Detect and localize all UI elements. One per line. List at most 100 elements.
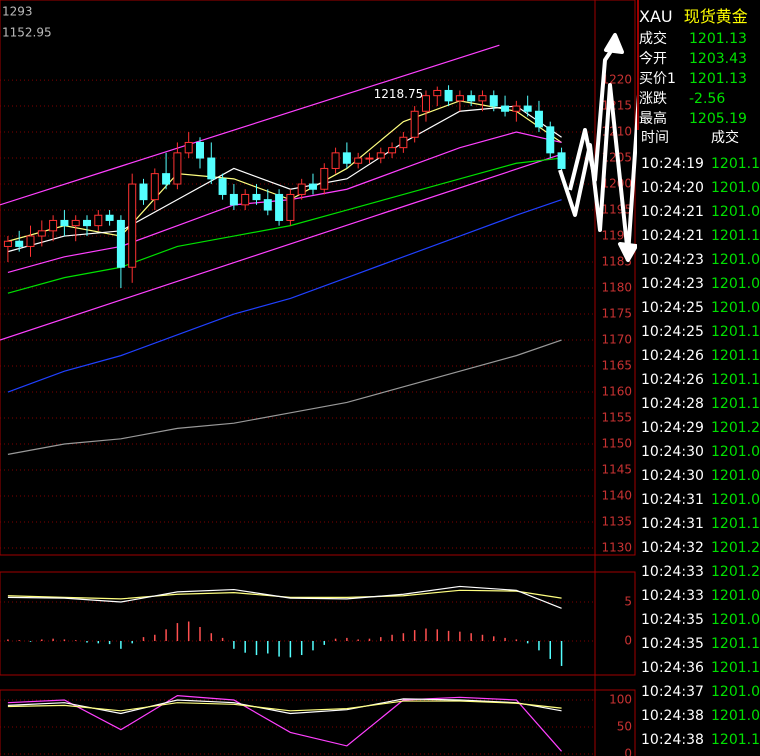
tick-time: 10:24:20	[641, 180, 704, 196]
y-tick-label: 1200	[601, 177, 632, 191]
candle-body	[195, 141, 204, 159]
field-label: 今开	[639, 51, 667, 67]
y-tick-label: 100	[609, 692, 632, 706]
field-value: 1203.43	[689, 51, 747, 67]
y-tick-label: 1160	[601, 385, 632, 399]
top-label: 1293	[2, 5, 33, 19]
candle-body	[252, 193, 261, 201]
tick-time: 10:24:29	[641, 420, 704, 436]
candle-body	[489, 95, 498, 107]
y-tick-label: 1155	[601, 411, 632, 425]
chart-area: 1293 1152.95 1130 1135 1140 1145 1150 1155 116…	[0, 0, 637, 756]
candle-body	[444, 89, 453, 102]
quote-title: XAU 现货黄金	[639, 7, 748, 27]
tick-time: 10:24:25	[641, 324, 704, 340]
tick-row: 10:24:35 1201.13	[639, 634, 760, 654]
tick-time: 10:24:31	[641, 492, 704, 508]
y-tick-label: 1135	[601, 514, 632, 528]
candle-body	[388, 147, 397, 154]
candle-body	[94, 214, 103, 227]
tick-time: 10:24:37	[641, 684, 704, 700]
y-tick-label: 1165	[601, 359, 632, 373]
tick-price: 1201.13	[711, 228, 760, 244]
candle-body	[523, 105, 532, 112]
quote-field: 涨跌 -2.56	[639, 89, 759, 109]
y-tick-label: 1215	[601, 99, 632, 113]
tick-time: 10:24:35	[641, 612, 704, 628]
quote-border	[637, 0, 760, 130]
tick-price: 1201.13	[711, 660, 760, 676]
arrow-head	[618, 242, 637, 262]
tick-row: 10:24:30 1201.03	[639, 466, 760, 486]
tick-row: 10:24:31 1201.13	[639, 514, 760, 534]
tick-row: 10:24:28 1201.13	[639, 394, 760, 414]
y-tick-label: 50	[617, 719, 632, 733]
y-tick-label: 1150	[601, 437, 632, 451]
candle-body	[331, 152, 340, 169]
y-tick-label: 1220	[601, 73, 632, 87]
tick-row: 10:24:26 1201.13	[639, 346, 760, 366]
candle-body	[150, 173, 159, 201]
tick-price: 1201.03	[711, 612, 760, 628]
tick-time: 10:24:23	[641, 276, 704, 292]
macd-panel-border	[0, 571, 636, 676]
tick-price: 1201.03	[711, 684, 760, 700]
field-label: 涨跌	[639, 91, 667, 107]
tick-row: 10:24:32 1201.23	[639, 538, 760, 558]
candle-body	[105, 214, 114, 221]
candle-body	[49, 219, 58, 232]
tick-price: 1201.13	[711, 372, 760, 388]
tick-row: 10:24:37 1201.03	[639, 682, 760, 702]
tick-time: 10:24:33	[641, 564, 704, 580]
tick-price: 1201.03	[711, 252, 760, 268]
field-label: 最高	[639, 111, 667, 127]
tick-time: 10:24:28	[641, 396, 704, 412]
candle-body	[207, 157, 216, 180]
arrow-scribble	[568, 43, 617, 191]
kdj-panel-border	[0, 689, 636, 756]
candle-body	[478, 95, 487, 102]
candle-body	[297, 183, 306, 195]
tick-price: 1201.03	[711, 588, 760, 604]
tick-time: 10:24:38	[641, 708, 704, 724]
tick-row: 10:24:35 1201.03	[639, 610, 760, 630]
y-tick-label: 0	[624, 747, 632, 756]
tick-row: 10:24:23 1201.03	[639, 250, 760, 270]
candle-body	[71, 219, 80, 227]
candle-body	[534, 110, 543, 128]
quote-field: 最高 1205.19	[639, 109, 759, 129]
tick-row: 10:24:33 1201.03	[639, 586, 760, 606]
tick-price: 1201.03	[711, 180, 760, 196]
quote-panel: XAU 现货黄金 时间 成交 成交 1201.13 今开 1203.43 买价1 1201…	[637, 0, 760, 756]
tick-time: 10:24:23	[641, 252, 704, 268]
candle-body	[433, 89, 442, 97]
indicator-line	[7, 339, 562, 455]
indicator-line	[0, 154, 560, 341]
candle-body	[455, 95, 464, 102]
tick-time: 10:24:26	[641, 372, 704, 388]
tick-time: 10:24:35	[641, 636, 704, 652]
tick-price: 1201.13	[711, 636, 760, 652]
tick-time: 10:24:33	[641, 588, 704, 604]
candle-body	[139, 183, 148, 201]
tick-price: 1201.03	[711, 708, 760, 724]
candle-body	[15, 240, 24, 247]
field-value: -2.56	[689, 91, 726, 107]
y-tick-label: 1145	[601, 462, 632, 476]
candle-body	[26, 235, 35, 247]
quote-field: 今开 1203.43	[639, 49, 759, 69]
tick-row: 10:24:36 1201.13	[639, 658, 760, 678]
tick-time: 10:24:21	[641, 204, 704, 220]
tick-price: 1201.23	[711, 564, 760, 580]
y-tick-label: 1175	[601, 307, 632, 321]
indicator-line	[7, 199, 562, 393]
y-tick-label: 1170	[601, 333, 632, 347]
candle-body	[162, 173, 171, 185]
candle-body	[421, 95, 430, 112]
candle-body	[365, 157, 374, 160]
tick-price: 1201.13	[711, 396, 760, 412]
candle-body	[501, 105, 510, 112]
tick-row: 10:24:26 1201.13	[639, 370, 760, 390]
field-value: 1201.13	[689, 71, 747, 87]
